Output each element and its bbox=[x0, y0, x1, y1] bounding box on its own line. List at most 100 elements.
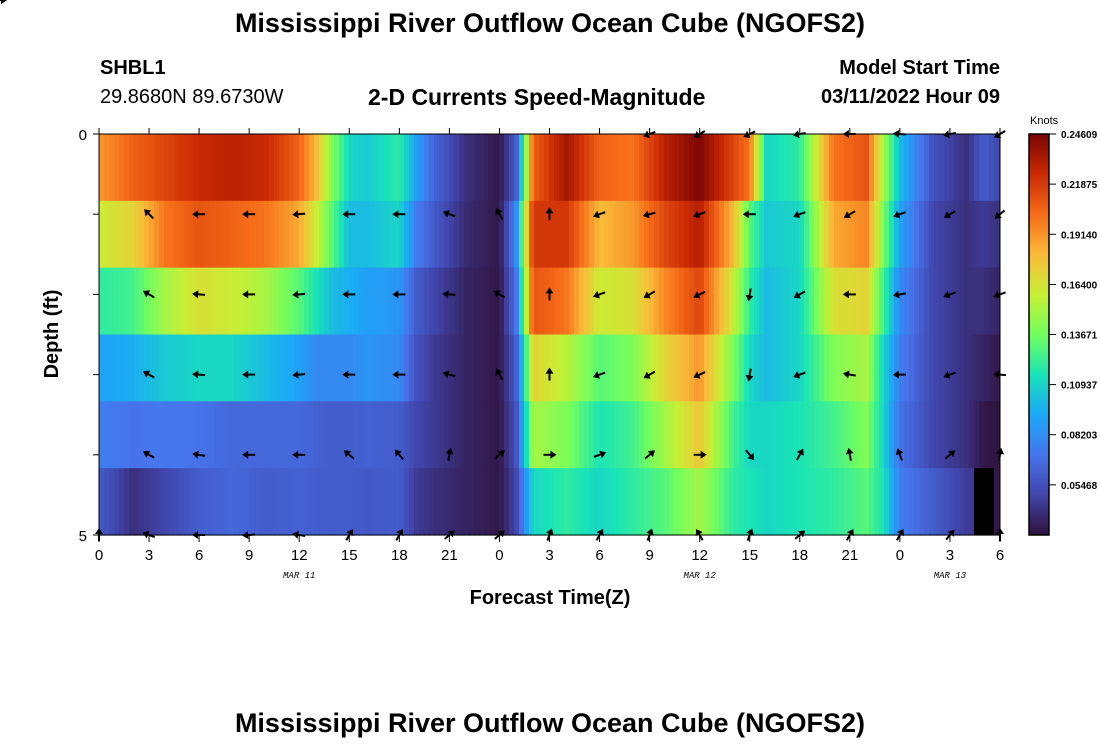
current-arrow bbox=[543, 450, 557, 459]
heatmap-cell bbox=[549, 334, 555, 402]
heatmap-cell bbox=[129, 134, 135, 202]
heatmap-cell bbox=[769, 401, 775, 469]
heatmap-cell bbox=[839, 334, 845, 402]
heatmap-cell bbox=[534, 134, 540, 202]
heatmap-cell bbox=[779, 468, 785, 536]
heatmap-cell bbox=[354, 267, 360, 336]
heatmap-cell bbox=[274, 468, 280, 536]
heatmap-cell bbox=[274, 200, 280, 269]
heatmap-cell bbox=[539, 200, 545, 269]
heatmap-cell bbox=[784, 334, 790, 402]
current-arrow bbox=[342, 210, 356, 219]
heatmap-cell bbox=[814, 401, 820, 469]
heatmap-cell bbox=[504, 401, 510, 469]
heatmap-cell bbox=[479, 200, 485, 269]
heatmap-cell bbox=[284, 468, 290, 536]
heatmap-cell bbox=[494, 468, 500, 536]
heatmap-cell bbox=[674, 468, 680, 536]
heatmap-cell bbox=[634, 468, 640, 536]
heatmap-cell bbox=[344, 267, 350, 336]
heatmap-cell bbox=[814, 468, 820, 536]
heatmap-cell bbox=[244, 267, 250, 336]
heatmap-cell bbox=[794, 267, 800, 336]
heatmap-cell bbox=[839, 267, 845, 336]
heatmap-cell bbox=[294, 468, 300, 536]
heatmap-cell bbox=[389, 468, 395, 536]
heatmap-cell bbox=[894, 468, 900, 536]
current-arrow bbox=[144, 209, 155, 220]
heatmap-cell bbox=[344, 468, 350, 536]
heatmap-cell bbox=[904, 267, 910, 336]
heatmap-cell bbox=[114, 334, 120, 402]
heatmap-cell bbox=[689, 334, 695, 402]
x-tick-label: 9 bbox=[645, 547, 653, 564]
heatmap-cell bbox=[204, 334, 210, 402]
heatmap-cell bbox=[529, 267, 535, 336]
heatmap-cell bbox=[194, 267, 200, 336]
heatmap-cell bbox=[989, 267, 995, 336]
heatmap-cell bbox=[899, 401, 905, 469]
current-arrow bbox=[693, 210, 706, 219]
heatmap-cell bbox=[684, 334, 690, 402]
heatmap-cell bbox=[204, 267, 210, 336]
date-label: MAR 12 bbox=[683, 571, 716, 581]
heatmap-cell bbox=[224, 468, 230, 536]
current-arrow bbox=[342, 370, 356, 379]
heatmap-cell bbox=[639, 334, 645, 402]
heatmap-cell bbox=[119, 401, 125, 469]
heatmap-cell bbox=[229, 134, 235, 202]
heatmap-cell bbox=[689, 267, 695, 336]
heatmap-cell bbox=[929, 200, 935, 269]
heatmap-cell bbox=[359, 468, 365, 536]
heatmap-cell bbox=[554, 334, 560, 402]
heatmap-cell bbox=[429, 267, 435, 336]
heatmap-cell bbox=[174, 267, 180, 336]
heatmap-cell bbox=[839, 468, 845, 536]
heatmap-cell bbox=[359, 267, 365, 336]
heatmap-cell bbox=[234, 401, 240, 469]
heatmap-cell bbox=[99, 334, 105, 402]
colorbar-tick-label: 0.19140 bbox=[1061, 230, 1098, 241]
heatmap-cell bbox=[879, 468, 885, 536]
heatmap-cell bbox=[604, 134, 610, 202]
heatmap-cell bbox=[184, 200, 190, 269]
heatmap-cell bbox=[909, 267, 915, 336]
heatmap-cell bbox=[939, 200, 945, 269]
heatmap-cell bbox=[974, 134, 980, 202]
heatmap-cell bbox=[494, 401, 500, 469]
heatmap-cell bbox=[794, 200, 800, 269]
current-arrow bbox=[943, 290, 956, 299]
heatmap-cell bbox=[224, 200, 230, 269]
heatmap-cell bbox=[904, 334, 910, 402]
heatmap-cell bbox=[174, 334, 180, 402]
heatmap-cell bbox=[929, 134, 935, 202]
heatmap-cell bbox=[969, 401, 975, 469]
current-arrow bbox=[242, 210, 256, 219]
heatmap-cell bbox=[174, 401, 180, 469]
heatmap-cell bbox=[99, 267, 105, 336]
heatmap-cell bbox=[944, 334, 950, 402]
heatmap-cell bbox=[469, 334, 475, 402]
heatmap-cell bbox=[739, 134, 745, 202]
heatmap-cell bbox=[199, 200, 205, 269]
heatmap-cell bbox=[449, 134, 455, 202]
heatmap-cell bbox=[239, 401, 245, 469]
heatmap-cell bbox=[619, 267, 625, 336]
heatmap-cell bbox=[444, 267, 450, 336]
heatmap-cell bbox=[759, 200, 765, 269]
heatmap-cell bbox=[134, 200, 140, 269]
heatmap-cell bbox=[154, 401, 160, 469]
heatmap-cell bbox=[209, 468, 215, 536]
current-arrow bbox=[192, 370, 206, 379]
heatmap-cell bbox=[674, 134, 680, 202]
heatmap-cell bbox=[959, 401, 965, 469]
heatmap-cell bbox=[619, 200, 625, 269]
heatmap-cell bbox=[334, 468, 340, 536]
heatmap-cell bbox=[169, 334, 175, 402]
heatmap-cell bbox=[319, 267, 325, 336]
heatmap-cell bbox=[354, 468, 360, 536]
current-arrow bbox=[545, 367, 554, 381]
heatmap-cell bbox=[744, 200, 750, 269]
heatmap-cell bbox=[824, 401, 830, 469]
current-arrow bbox=[793, 371, 806, 379]
